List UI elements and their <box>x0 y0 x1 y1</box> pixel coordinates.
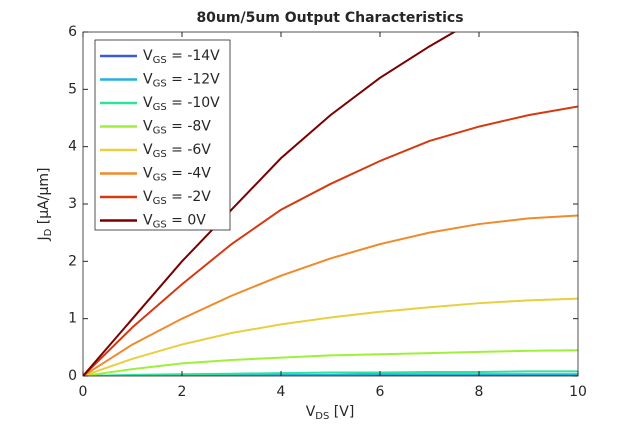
chart-title: 80um/5um Output Characteristics <box>196 10 463 26</box>
legend-label: VGS = -8V <box>143 119 211 137</box>
y-tick-label: 6 <box>68 24 77 40</box>
data-line <box>83 214 578 376</box>
x-tick-label: 0 <box>79 384 88 400</box>
y-tick-label: 0 <box>68 368 77 384</box>
legend-label: VGS = -6V <box>143 142 211 160</box>
legend-label: VGS = -4V <box>143 166 211 184</box>
x-axis-label: VDS [V] <box>306 404 355 422</box>
data-line <box>83 370 578 376</box>
legend <box>94 39 231 231</box>
legend-label: VGS = -10V <box>143 95 220 113</box>
y-tick-label: 3 <box>68 196 77 212</box>
y-tick-label: 1 <box>68 311 77 327</box>
data-line <box>83 105 578 376</box>
x-tick-label: 10 <box>569 384 587 400</box>
y-axis-label: JD [μA/μm] <box>36 168 54 242</box>
x-tick-label: 6 <box>376 384 385 400</box>
data-line <box>83 32 457 376</box>
legend-label: VGS = -12V <box>143 72 220 90</box>
x-tick-label: 2 <box>178 384 187 400</box>
legend-label: VGS = -2V <box>143 189 211 207</box>
y-tick-label: 5 <box>68 81 77 97</box>
x-tick-label: 4 <box>277 384 286 400</box>
data-line <box>83 297 578 376</box>
y-tick-label: 2 <box>68 253 77 269</box>
legend-label: VGS = -14V <box>143 48 220 66</box>
data-line <box>83 349 578 376</box>
y-tick-label: 4 <box>68 139 77 155</box>
x-tick-label: 8 <box>475 384 484 400</box>
legend-label: VGS = 0V <box>143 213 206 231</box>
